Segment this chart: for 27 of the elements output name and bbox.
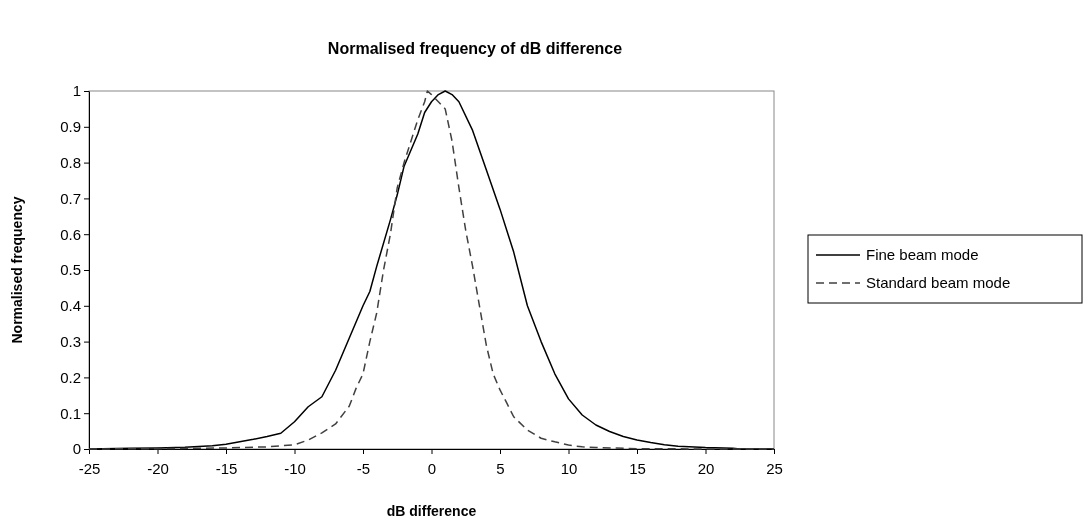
- y-tick-label: 0.8: [60, 153, 81, 171]
- y-axis-title: Normalised frequency: [9, 196, 25, 344]
- legend-label: Fine beam mode: [866, 246, 979, 263]
- x-tick-label: -25: [78, 459, 101, 477]
- x-tick-label: 0: [427, 459, 437, 477]
- x-tick-label: 15: [629, 459, 646, 477]
- y-tick-label: 1: [72, 82, 81, 100]
- x-tick-label: -15: [215, 459, 238, 477]
- x-tick-label: 20: [697, 459, 715, 477]
- y-tick-label: 0.1: [60, 404, 81, 422]
- x-tick-label: 5: [496, 459, 505, 477]
- y-tick-label: 0.3: [60, 332, 81, 350]
- x-tick-label: 10: [560, 459, 578, 477]
- y-tick-label: 0.7: [60, 189, 81, 207]
- y-tick-label: 0.6: [60, 225, 81, 243]
- y-tick-label: 0: [72, 440, 81, 458]
- x-tick-label: 25: [766, 459, 783, 477]
- chart-title: Normalised frequency of dB difference: [327, 40, 623, 57]
- y-tick-label: 0.4: [60, 297, 81, 315]
- x-axis-title: dB difference: [386, 503, 477, 519]
- x-tick-label: -20: [147, 459, 169, 477]
- y-tick-label: 0.9: [60, 118, 81, 136]
- x-tick-label: -5: [356, 459, 371, 477]
- y-tick-label: 0.5: [60, 261, 81, 279]
- y-tick-label: 0.2: [60, 368, 81, 386]
- x-tick-label: -10: [284, 459, 306, 477]
- legend-label: Standard beam mode: [866, 274, 1011, 291]
